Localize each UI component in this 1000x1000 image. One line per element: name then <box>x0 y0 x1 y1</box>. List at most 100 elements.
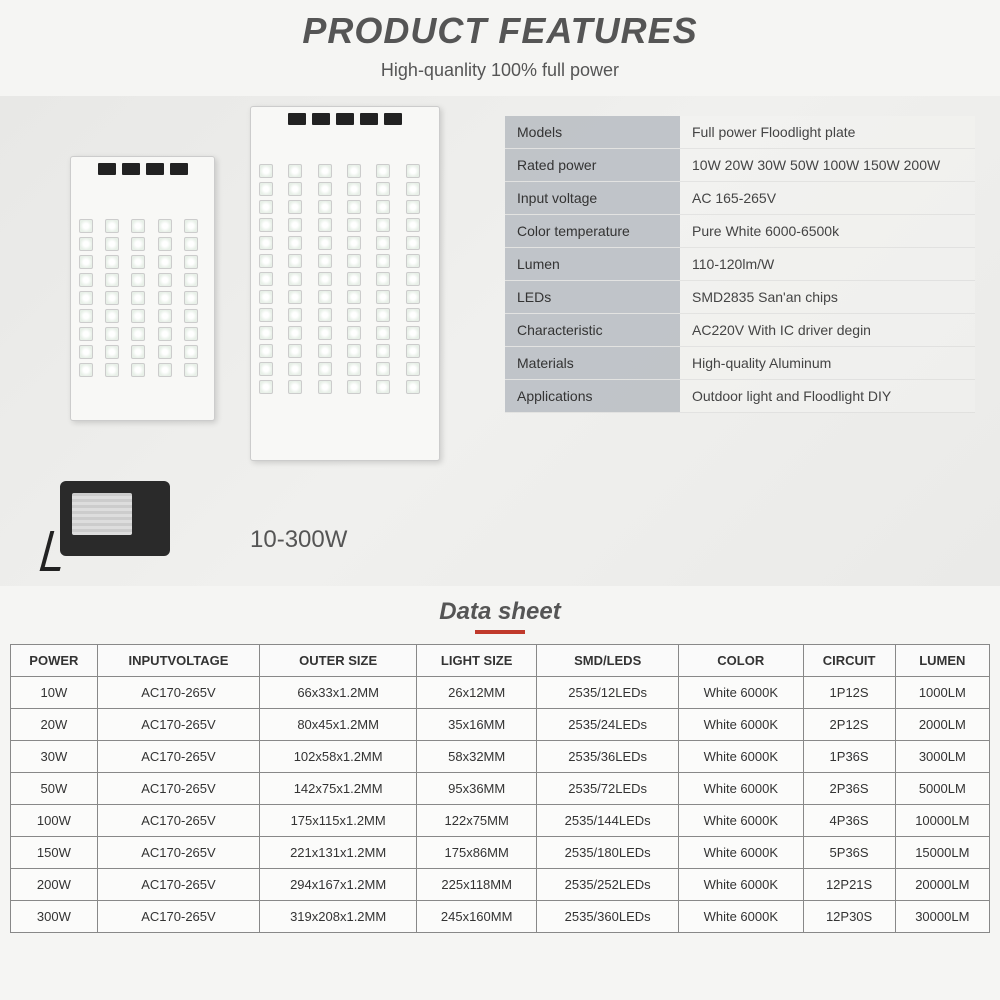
spec-row: Rated power10W 20W 30W 50W 100W 150W 200… <box>505 149 975 182</box>
spec-label: LEDs <box>505 281 680 313</box>
table-cell: 50W <box>11 773 98 805</box>
spec-label: Characteristic <box>505 314 680 346</box>
table-cell: White 6000K <box>679 805 804 837</box>
spec-row: MaterialsHigh-quality Aluminum <box>505 347 975 380</box>
led-grid-large <box>251 156 439 402</box>
spec-row: Input voltageAC 165-265V <box>505 182 975 215</box>
table-cell: 2535/360LEDs <box>537 901 679 933</box>
table-cell: 319x208x1.2MM <box>260 901 417 933</box>
table-cell: 175x115x1.2MM <box>260 805 417 837</box>
spec-value: Full power Floodlight plate <box>680 116 975 148</box>
spec-label: Models <box>505 116 680 148</box>
table-cell: 35x16MM <box>417 709 537 741</box>
table-cell: 66x33x1.2MM <box>260 677 417 709</box>
table-cell: 20000LM <box>895 869 989 901</box>
table-cell: 10W <box>11 677 98 709</box>
table-cell: 294x167x1.2MM <box>260 869 417 901</box>
table-cell: 20W <box>11 709 98 741</box>
table-cell: White 6000K <box>679 901 804 933</box>
accent-underline <box>475 630 525 634</box>
spec-label: Input voltage <box>505 182 680 214</box>
table-row: 150WAC170-265V221x131x1.2MM175x86MM2535/… <box>11 837 990 869</box>
table-cell: 1000LM <box>895 677 989 709</box>
table-cell: 2535/24LEDs <box>537 709 679 741</box>
table-cell: 2P12S <box>803 709 895 741</box>
table-cell: 2535/72LEDs <box>537 773 679 805</box>
table-cell: AC170-265V <box>97 677 260 709</box>
table-cell: 225x118MM <box>417 869 537 901</box>
table-header: CIRCUIT <box>803 645 895 677</box>
table-cell: 80x45x1.2MM <box>260 709 417 741</box>
data-table: POWERINPUTVOLTAGEOUTER SIZELIGHT SIZESMD… <box>10 644 990 933</box>
table-cell: 150W <box>11 837 98 869</box>
table-cell: 30W <box>11 741 98 773</box>
table-cell: AC170-265V <box>97 709 260 741</box>
spec-row: Color temperaturePure White 6000-6500k <box>505 215 975 248</box>
spec-row: CharacteristicAC220V With IC driver degi… <box>505 314 975 347</box>
table-cell: 175x86MM <box>417 837 537 869</box>
table-cell: 2535/252LEDs <box>537 869 679 901</box>
spec-value: AC 165-265V <box>680 182 975 214</box>
table-cell: 2535/144LEDs <box>537 805 679 837</box>
header-block: PRODUCT FEATURES High-quanlity 100% full… <box>0 0 1000 81</box>
table-cell: AC170-265V <box>97 773 260 805</box>
table-cell: 3000LM <box>895 741 989 773</box>
spec-row: ModelsFull power Floodlight plate <box>505 116 975 149</box>
table-cell: 58x32MM <box>417 741 537 773</box>
table-cell: 2000LM <box>895 709 989 741</box>
table-header: INPUTVOLTAGE <box>97 645 260 677</box>
led-grid-small <box>71 211 214 385</box>
table-cell: 5P36S <box>803 837 895 869</box>
spec-label: Lumen <box>505 248 680 280</box>
table-cell: 1P12S <box>803 677 895 709</box>
table-row: 200WAC170-265V294x167x1.2MM225x118MM2535… <box>11 869 990 901</box>
spec-row: ApplicationsOutdoor light and Floodlight… <box>505 380 975 413</box>
table-cell: White 6000K <box>679 677 804 709</box>
spec-value: Outdoor light and Floodlight DIY <box>680 380 975 412</box>
table-header: SMD/LEDS <box>537 645 679 677</box>
table-cell: AC170-265V <box>97 837 260 869</box>
table-cell: 2535/36LEDs <box>537 741 679 773</box>
product-visual-section: 10-300W ModelsFull power Floodlight plat… <box>0 96 1000 586</box>
table-cell: White 6000K <box>679 837 804 869</box>
spec-value: High-quality Aluminum <box>680 347 975 379</box>
table-row: 10WAC170-265V66x33x1.2MM26x12MM2535/12LE… <box>11 677 990 709</box>
table-header: LIGHT SIZE <box>417 645 537 677</box>
table-cell: 122x75MM <box>417 805 537 837</box>
pcb-board-large <box>250 106 440 461</box>
table-cell: AC170-265V <box>97 869 260 901</box>
table-cell: 26x12MM <box>417 677 537 709</box>
spec-row: Lumen110-120lm/W <box>505 248 975 281</box>
spec-label: Materials <box>505 347 680 379</box>
table-cell: 12P21S <box>803 869 895 901</box>
spec-value: Pure White 6000-6500k <box>680 215 975 247</box>
table-cell: AC170-265V <box>97 805 260 837</box>
table-cell: 2535/180LEDs <box>537 837 679 869</box>
table-cell: White 6000K <box>679 773 804 805</box>
table-cell: 2535/12LEDs <box>537 677 679 709</box>
spec-value: 10W 20W 30W 50W 100W 150W 200W <box>680 149 975 181</box>
table-cell: 1P36S <box>803 741 895 773</box>
spec-label: Color temperature <box>505 215 680 247</box>
table-cell: 10000LM <box>895 805 989 837</box>
table-header: POWER <box>11 645 98 677</box>
table-cell: 30000LM <box>895 901 989 933</box>
table-cell: AC170-265V <box>97 741 260 773</box>
pcb-board-small <box>70 156 215 421</box>
spec-value: SMD2835 San'an chips <box>680 281 975 313</box>
spec-value: 110-120lm/W <box>680 248 975 280</box>
page-subtitle: High-quanlity 100% full power <box>0 60 1000 81</box>
table-row: 100WAC170-265V175x115x1.2MM122x75MM2535/… <box>11 805 990 837</box>
table-row: 50WAC170-265V142x75x1.2MM95x36MM2535/72L… <box>11 773 990 805</box>
table-cell: 245x160MM <box>417 901 537 933</box>
table-cell: 12P30S <box>803 901 895 933</box>
spec-table: ModelsFull power Floodlight plateRated p… <box>505 116 975 413</box>
table-cell: 102x58x1.2MM <box>260 741 417 773</box>
table-row: 300WAC170-265V319x208x1.2MM245x160MM2535… <box>11 901 990 933</box>
table-cell: 2P36S <box>803 773 895 805</box>
spec-row: LEDsSMD2835 San'an chips <box>505 281 975 314</box>
chip-row <box>71 157 214 181</box>
table-cell: 95x36MM <box>417 773 537 805</box>
floodlight-icon <box>45 481 185 576</box>
table-cell: 200W <box>11 869 98 901</box>
